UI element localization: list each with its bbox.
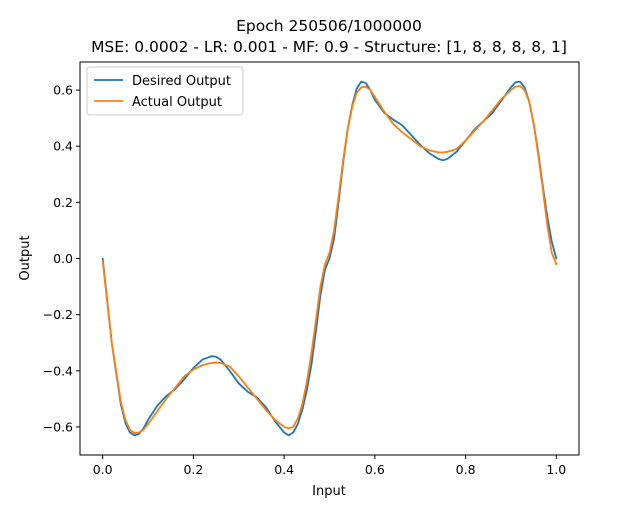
y-tick-label: −0.6 xyxy=(43,419,73,434)
y-tick-label: 0.2 xyxy=(53,195,73,210)
y-axis: −0.6 −0.4 −0.2 0.0 0.2 0.4 0.6 xyxy=(43,83,80,434)
x-axis-label: Input xyxy=(312,484,346,499)
y-tick-label: 0.6 xyxy=(53,83,73,98)
series-line-actual-output xyxy=(101,84,558,434)
x-tick-label: 0.6 xyxy=(365,462,385,477)
chart-subtitle: MSE: 0.0002 - LR: 0.001 - MF: 0.9 - Stru… xyxy=(91,38,567,56)
x-tick-label: 0.4 xyxy=(274,462,294,477)
series-layer xyxy=(101,80,558,437)
y-tick-label: 0.4 xyxy=(53,139,73,154)
series-line-desired-output xyxy=(101,80,558,437)
x-tick-label: 0.2 xyxy=(183,462,203,477)
chart-title: Epoch 250506/1000000 xyxy=(236,17,422,35)
y-tick-label: 0.0 xyxy=(53,251,73,266)
x-tick-label: 0.0 xyxy=(93,462,113,477)
x-tick-label: 0.8 xyxy=(456,462,476,477)
y-tick-label: −0.4 xyxy=(43,363,73,378)
x-tick-label: 1.0 xyxy=(546,462,566,477)
legend-label-actual-output: Actual Output xyxy=(132,95,222,110)
y-tick-label: −0.2 xyxy=(43,307,73,322)
y-axis-label: Output xyxy=(18,235,33,280)
x-axis: 0.0 0.2 0.4 0.6 0.8 1.0 xyxy=(93,455,566,477)
legend: Desired Output Actual Output xyxy=(86,66,244,116)
legend-box xyxy=(86,66,244,116)
legend-label-desired-output: Desired Output xyxy=(132,74,231,89)
